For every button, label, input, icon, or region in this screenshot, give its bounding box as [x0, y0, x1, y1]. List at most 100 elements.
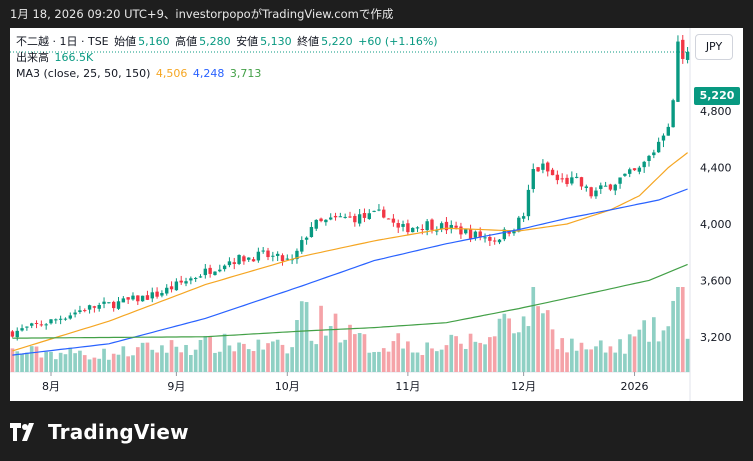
candle-body [439, 223, 444, 230]
candle-body [541, 163, 545, 170]
candle-body [454, 225, 458, 228]
candle-body [642, 161, 646, 168]
candle-body [478, 231, 482, 238]
candle-body [165, 287, 169, 294]
volume-bar [454, 336, 458, 372]
candle-body [304, 237, 309, 240]
candle-body [435, 230, 439, 232]
candle-body [531, 169, 535, 190]
candle-body [555, 174, 560, 181]
y-tick-label: 4,000 [700, 218, 732, 231]
volume-bar [468, 333, 473, 372]
volume-bar [488, 337, 492, 372]
volume-bar [574, 350, 579, 372]
candle-body [280, 255, 285, 262]
volume-bar [126, 356, 130, 372]
volume-bar [164, 352, 169, 372]
volume-bar [478, 342, 483, 372]
volume-bar [497, 318, 502, 372]
candle-body [420, 229, 425, 231]
volume-bar [87, 359, 92, 372]
volume-bar [333, 313, 338, 372]
candle-body [102, 301, 106, 304]
candle-body [415, 227, 420, 229]
candle-body [536, 167, 540, 172]
volume-bar [608, 346, 613, 372]
volume-bar [121, 346, 126, 372]
volume-bar [357, 333, 362, 372]
candle-body [39, 324, 44, 326]
candle-body [261, 250, 265, 252]
candle-body [247, 257, 251, 260]
candle-body [184, 281, 188, 284]
volume-bar [10, 348, 15, 372]
candle-body [78, 310, 82, 313]
volume-bar [550, 329, 555, 372]
candle-body [208, 267, 212, 274]
candle-body [652, 152, 656, 156]
candle-body [637, 167, 642, 172]
candle-body [160, 293, 164, 296]
candle-body [266, 250, 270, 258]
volume-bar [208, 336, 212, 372]
candle-body [685, 51, 690, 60]
candle-body [237, 254, 241, 264]
candle-body [193, 277, 198, 279]
volume-bar [266, 343, 270, 372]
candle-body [546, 162, 550, 172]
brand-footer[interactable]: TradingView [10, 419, 189, 445]
y-tick-label: 4,800 [700, 105, 732, 118]
candle-body [671, 100, 675, 128]
volume-bar [73, 353, 77, 372]
volume-bar [97, 358, 102, 372]
candle-body [256, 251, 261, 261]
low-label: 安値 [236, 35, 259, 48]
candle-body [314, 219, 318, 229]
volume-bar [232, 351, 237, 372]
volume-bar [613, 352, 618, 372]
candle-body [632, 168, 637, 171]
candle-body [121, 298, 126, 303]
open-value: 5,160 [138, 35, 170, 48]
candle-body [92, 306, 97, 308]
volume-bar [328, 326, 333, 372]
candle-body [218, 269, 222, 272]
ma-label: MA3 (close, 25, 50, 150) [16, 67, 151, 80]
candle-body [112, 301, 116, 309]
candle-body [594, 190, 598, 197]
volume-bar [367, 352, 372, 372]
candle-body [681, 39, 685, 59]
volume-bar [656, 341, 661, 372]
volume-bar [647, 341, 651, 372]
volume-bar [598, 340, 603, 372]
volume-bar [53, 359, 58, 372]
candlestick-chart[interactable]: 3,200 3,600 4,000 4,400 4,800 8月 9月 10月 11月 12月 20… [10, 28, 743, 401]
candle-body [227, 261, 232, 266]
volume-label: 出来高 [16, 51, 49, 64]
volume-value: 166.5K [54, 51, 94, 64]
candle-body [295, 250, 299, 260]
volume-bar [352, 334, 357, 372]
candle-body [73, 312, 77, 315]
volume-bar [377, 351, 381, 372]
volume-bar [169, 340, 174, 372]
volume-bar [44, 351, 49, 372]
candle-body [570, 177, 574, 184]
volume-bar [521, 316, 526, 372]
volume-bar [304, 302, 309, 372]
volume-bar [140, 342, 145, 372]
chart-panel[interactable]: 3,200 3,600 4,000 4,400 4,800 8月 9月 10月 11月 12月 20… [10, 28, 743, 401]
candle-body [362, 213, 367, 218]
volume-bar [261, 349, 266, 372]
volume-bar [256, 339, 261, 372]
candle-body [386, 218, 391, 220]
volume-bar [174, 346, 179, 372]
candle-body [473, 231, 478, 238]
currency-button[interactable]: JPY [695, 34, 733, 60]
volume-bar [285, 353, 290, 372]
open-label: 始値 [114, 35, 137, 48]
candle-body [444, 221, 449, 231]
volume-bar [131, 355, 135, 372]
volume-bar [319, 305, 323, 372]
volume-bar [502, 313, 507, 372]
